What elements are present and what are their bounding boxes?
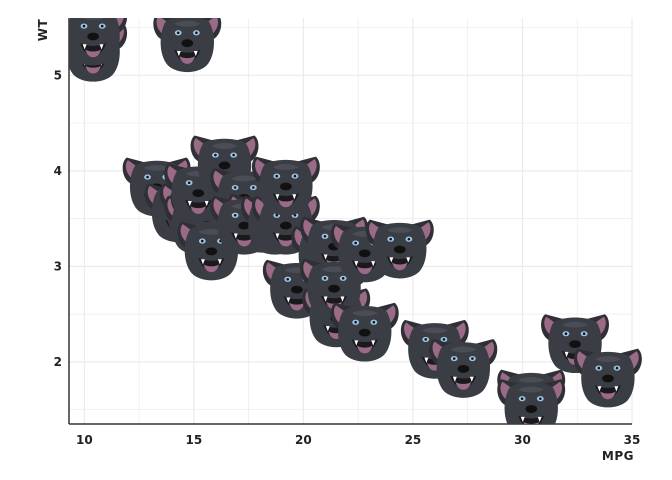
x-tick-labels: 10 15 20 25 30 35 [76,433,640,447]
y-tick-label: 4 [54,164,62,178]
dog-face-icon [429,339,498,398]
x-tick-label: 15 [186,433,203,447]
data-points [69,18,642,424]
dog-face-icon [330,302,399,362]
data-point [497,379,566,424]
y-tick-labels: 2 3 4 5 [54,68,62,369]
y-tick-label: 3 [54,259,62,273]
dog-face-icon [153,18,222,73]
data-point [153,18,222,73]
x-tick-label: 35 [624,433,641,447]
data-point [429,339,498,398]
y-axis-title: WT [36,18,50,41]
x-tick-label: 30 [514,433,531,447]
x-tick-label: 10 [76,433,93,447]
x-axis-title: MPG [602,449,634,463]
y-tick-label: 5 [54,68,62,82]
x-tick-label: 20 [295,433,312,447]
y-tick-label: 2 [54,355,62,369]
x-tick-label: 25 [405,433,422,447]
minor-gridlines [69,18,632,424]
data-point [330,302,399,362]
dog-face-icon [497,379,566,424]
